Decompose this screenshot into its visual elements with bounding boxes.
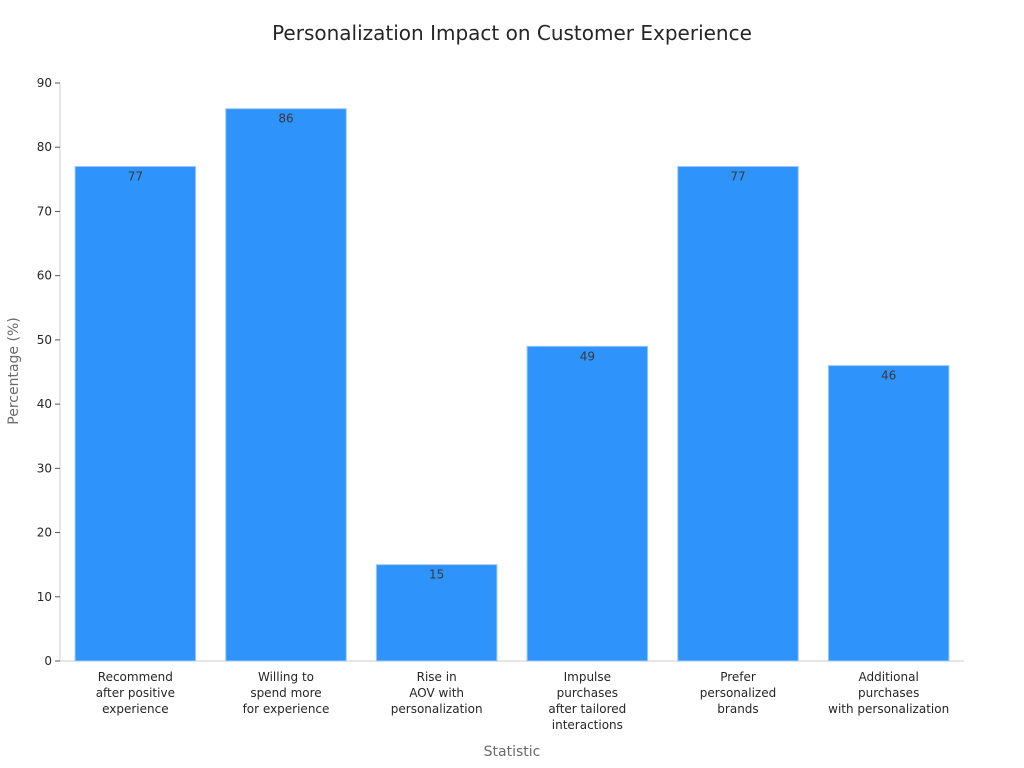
plot-area: 0 10 20 30 40 50 60 70 80 90 77 Recommend after posi… xyxy=(37,76,964,732)
bar xyxy=(526,345,649,662)
x-tick-label: Impulse purchases after tailored interactio… xyxy=(548,670,626,732)
x-tick-label: Additional purchases with personalization xyxy=(828,670,949,716)
bar xyxy=(375,564,498,662)
bar-value-label: 46 xyxy=(881,369,896,383)
y-tick-label: 50 xyxy=(37,333,52,347)
x-axis-title: Statistic xyxy=(484,744,541,760)
bar-value-label: 77 xyxy=(730,169,745,183)
y-tick-label: 20 xyxy=(37,526,52,540)
y-tick-label: 70 xyxy=(37,204,52,218)
bar xyxy=(827,365,950,662)
y-tick-label: 40 xyxy=(37,397,52,411)
chart-title: Personalization Impact on Customer Exper… xyxy=(272,21,752,45)
bar-value-label: 15 xyxy=(429,568,444,582)
y-tick-label: 80 xyxy=(37,140,52,154)
bar xyxy=(677,165,799,662)
y-axis-title: Percentage (%) xyxy=(6,317,22,424)
bar xyxy=(74,165,197,662)
bar-value-label: 77 xyxy=(128,169,143,183)
bar-value-label: 86 xyxy=(278,112,293,126)
y-tick-label: 10 xyxy=(37,590,52,604)
y-tick-label: 90 xyxy=(37,76,52,90)
x-tick-label: Willing to spend more for experience xyxy=(243,670,330,716)
x-tick-label: Recommend after positive experience xyxy=(96,670,175,716)
y-tick-label: 60 xyxy=(37,269,52,283)
bar xyxy=(225,108,347,662)
y-tick-label: 30 xyxy=(37,461,52,475)
x-tick-label: Rise in AOV with personalization xyxy=(391,670,483,716)
x-tick-label: Prefer personalized brands xyxy=(700,670,776,716)
bar-value-label: 49 xyxy=(580,349,595,363)
y-tick-label: 0 xyxy=(44,654,52,668)
